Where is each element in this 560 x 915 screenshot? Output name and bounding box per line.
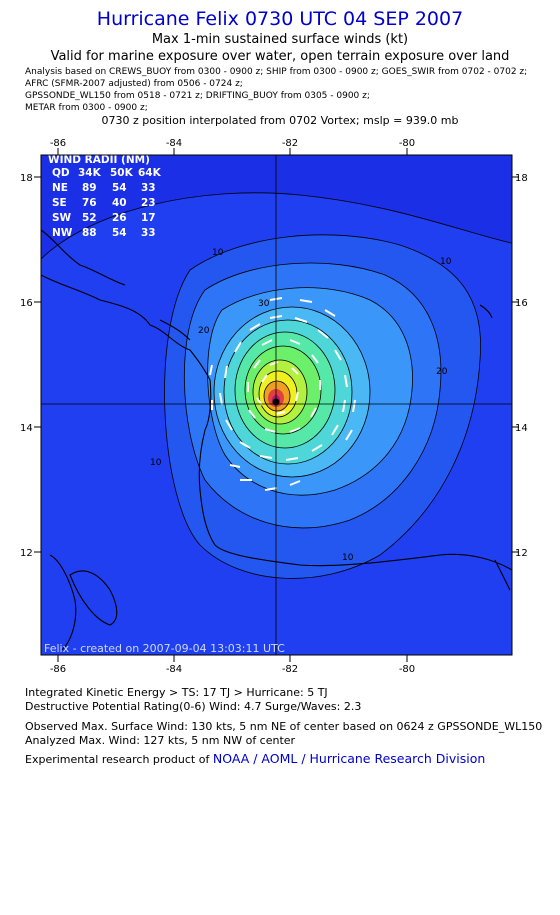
wind-radii-cell: 52	[82, 212, 97, 224]
lat-tick-label: 12	[515, 548, 528, 559]
wind-field-map: 10 10 10 10 20 20 30 WIND RADII (NM) QD …	[20, 138, 528, 675]
lat-tick-label: 16	[20, 298, 33, 309]
contour-label: 20	[198, 326, 210, 336]
lat-tick-label: 18	[20, 173, 33, 184]
top-ticks	[34, 148, 519, 662]
contour-label: 10	[342, 553, 354, 563]
analysis-source-line: METAR from 0300 - 0900 z;	[25, 103, 148, 113]
wind-radii-header-qd: QD	[52, 167, 70, 179]
observed-max-line: Observed Max. Surface Wind: 130 kts, 5 n…	[25, 720, 543, 733]
analyzed-max-line: Analyzed Max. Wind: 127 kts, 5 nm NW of …	[25, 734, 296, 747]
wind-radii-cell: 40	[112, 197, 127, 209]
wind-radii-cell: 54	[112, 182, 127, 194]
wind-radii-cell: 17	[141, 212, 156, 224]
lon-tick-label: -86	[50, 664, 66, 675]
wind-radii-cell: NW	[52, 227, 73, 239]
lon-tick-label: -86	[50, 138, 66, 149]
coastline	[41, 229, 512, 651]
lon-tick-label: -82	[282, 664, 298, 675]
wind-radii-table: WIND RADII (NM) QD 34K 50K 64K NE 89 54 …	[48, 154, 162, 239]
contour-label: 10	[440, 257, 452, 267]
map-frame	[40, 154, 513, 656]
lon-tick-label: -82	[282, 138, 298, 149]
wind-radii-cell: SW	[52, 212, 72, 224]
lat-tick-label: 16	[515, 298, 528, 309]
wind-radii-cell: SE	[52, 197, 67, 209]
contour-label: 10	[150, 458, 162, 468]
wind-radii-cell: 23	[141, 197, 156, 209]
wind-streaks	[209, 297, 356, 491]
wind-radii-header-34k: 34K	[78, 167, 102, 179]
lon-tick-label: -84	[166, 138, 182, 149]
lat-tick-label: 14	[20, 423, 33, 434]
wind-radii-cell: 76	[82, 197, 97, 209]
analysis-source-line: GPSSONDE_WL150 from 0518 - 0721 z; DRIFT…	[25, 91, 370, 101]
lon-tick-label: -80	[399, 138, 415, 149]
wind-radii-cell: 33	[141, 227, 156, 239]
dpr-line: Destructive Potential Rating(0-6) Wind: …	[25, 700, 362, 713]
hrd-link[interactable]: NOAA / AOML / Hurricane Research Divisio…	[212, 751, 486, 766]
wind-radii-header-50k: 50K	[110, 167, 134, 179]
wind-radii-cell: 88	[82, 227, 97, 239]
wind-radii-title: WIND RADII (NM)	[48, 154, 150, 166]
contour-label: 20	[436, 367, 448, 377]
wind-radii-cell: 33	[141, 182, 156, 194]
contour-label: 30	[258, 299, 270, 309]
chart-subtitle: Max 1-min sustained surface winds (kt)	[151, 32, 409, 47]
lat-tick-label: 14	[515, 423, 528, 434]
wind-radii-cell: 54	[112, 227, 127, 239]
chart-title: Hurricane Felix 0730 UTC 04 SEP 2007	[96, 8, 464, 30]
wind-radii-cell: 26	[112, 212, 127, 224]
ike-line: Integrated Kinetic Energy > TS: 17 TJ > …	[25, 686, 328, 699]
contour-label: 10	[212, 248, 224, 258]
lat-tick-label: 18	[515, 173, 528, 184]
lon-tick-label: -84	[166, 664, 182, 675]
created-note: Felix - created on 2007-09-04 13:03:11 U…	[44, 642, 285, 655]
credit-prefix: Experimental research product of	[25, 753, 213, 766]
wind-radii-header-64k: 64K	[138, 167, 162, 179]
credit-line: Experimental research product of NOAA / …	[25, 751, 485, 766]
analysis-source-line: AFRC (SFMR-2007 adjusted) from 0506 - 07…	[25, 79, 243, 89]
validity-note: Valid for marine exposure over water, op…	[50, 49, 510, 64]
wind-contours	[41, 192, 512, 655]
lat-tick-label: 12	[20, 548, 33, 559]
analysis-source-line: Analysis based on CREWS_BUOY from 0300 -…	[25, 67, 528, 77]
lon-tick-label: -80	[399, 664, 415, 675]
wind-radii-cell: NE	[52, 182, 68, 194]
position-note: 0730 z position interpolated from 0702 V…	[101, 114, 459, 127]
wind-radii-cell: 89	[82, 182, 97, 194]
